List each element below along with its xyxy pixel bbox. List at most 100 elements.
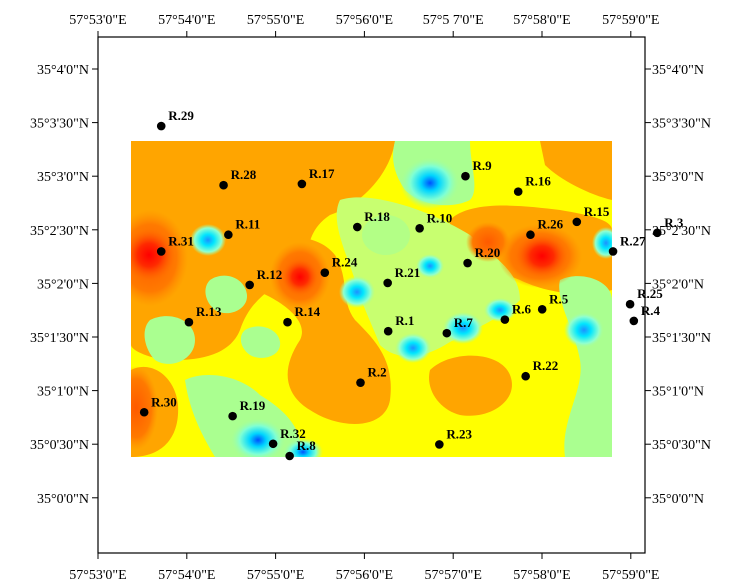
sample-point-label: R.11 bbox=[235, 217, 260, 232]
sample-point-marker bbox=[383, 278, 392, 288]
sample-point-marker bbox=[156, 247, 166, 256]
sample-point[interactable]: R.13 bbox=[184, 304, 222, 327]
sample-point-marker bbox=[526, 230, 535, 240]
sample-point[interactable]: R.31 bbox=[156, 233, 194, 256]
sample-point-label: R.8 bbox=[297, 438, 317, 453]
top-lon-label: 57°55'0"E bbox=[247, 13, 304, 28]
sample-point-marker bbox=[572, 217, 582, 227]
sample-points: R.1 R.2 R.3 R.4 R.5 R.6 R.7 R.8 R.9 R.10 R.11 R.12 R… bbox=[139, 108, 684, 461]
right-lat-label: 35°4'0"N bbox=[652, 63, 704, 78]
top-lon-label: 57°59'0"E bbox=[602, 13, 659, 28]
sample-point-label: R.3 bbox=[664, 215, 684, 230]
right-lat-label: 35°1'0"N bbox=[652, 385, 704, 400]
right-lat-label: 35°0'0"N bbox=[652, 492, 704, 507]
sample-point-label: R.2 bbox=[367, 365, 386, 380]
sample-point-marker bbox=[356, 378, 365, 387]
sample-point-marker bbox=[352, 222, 362, 232]
sample-point[interactable]: R.29 bbox=[156, 108, 194, 131]
sample-point-marker bbox=[652, 228, 662, 238]
sample-point[interactable]: R.6 bbox=[500, 302, 532, 324]
sample-point-label: R.4 bbox=[641, 303, 661, 318]
sample-point-marker bbox=[224, 230, 233, 240]
sample-point-marker bbox=[435, 440, 444, 449]
sample-point-marker bbox=[297, 179, 307, 189]
sample-point[interactable]: R.23 bbox=[435, 426, 472, 449]
sample-point-label: R.19 bbox=[240, 398, 266, 413]
sample-point-label: R.7 bbox=[454, 315, 474, 330]
sample-point[interactable]: R.14 bbox=[283, 304, 321, 327]
sample-point[interactable]: R.32 bbox=[268, 426, 306, 449]
sample-point[interactable]: R.16 bbox=[513, 174, 551, 196]
right-lat-label: 35°3'30"N bbox=[652, 117, 711, 132]
sample-point[interactable]: R.9 bbox=[461, 158, 492, 181]
sample-point-marker bbox=[463, 258, 472, 268]
left-lat-label: 35°1'30"N bbox=[30, 331, 89, 346]
sample-point-label: R.30 bbox=[151, 394, 177, 409]
sample-point[interactable]: R.30 bbox=[139, 394, 177, 417]
sample-point-marker bbox=[268, 439, 278, 449]
right-lat-label: 35°3'0"N bbox=[652, 170, 704, 185]
sample-point[interactable]: R.3 bbox=[652, 215, 684, 238]
bottom-lon-label: 57°54'0"E bbox=[158, 568, 215, 583]
sample-point-label: R.21 bbox=[395, 265, 421, 280]
sample-point[interactable]: R.18 bbox=[352, 209, 390, 232]
bottom-lon-label: 57°53'0"E bbox=[69, 568, 126, 583]
sample-point[interactable]: R.22 bbox=[521, 358, 559, 381]
top-lon-label: 57°5 7'0"E bbox=[423, 13, 484, 28]
sample-point[interactable]: R.12 bbox=[245, 267, 283, 290]
bottom-lon-label: 57°58'0"E bbox=[513, 568, 570, 583]
sample-point-label: R.18 bbox=[364, 209, 390, 224]
left-lat-label: 35°0'0"N bbox=[37, 492, 89, 507]
sample-point-label: R.9 bbox=[472, 158, 492, 173]
left-lat-label: 35°0'30"N bbox=[30, 438, 89, 453]
left-lat-label: 35°1'0"N bbox=[37, 385, 89, 400]
sample-point-marker bbox=[285, 451, 294, 461]
sample-point[interactable]: R.24 bbox=[320, 255, 358, 277]
sample-point[interactable]: R.26 bbox=[526, 217, 564, 240]
sample-point-label: R.29 bbox=[168, 108, 194, 123]
sample-point-label: R.17 bbox=[309, 166, 335, 181]
sample-point-label: R.12 bbox=[257, 267, 283, 282]
sample-point[interactable]: R.10 bbox=[415, 210, 453, 233]
sample-point[interactable]: R.4 bbox=[629, 303, 661, 326]
sample-point[interactable]: R.7 bbox=[442, 315, 474, 338]
sample-point[interactable]: R.2 bbox=[356, 365, 387, 387]
sample-point[interactable]: R.15 bbox=[572, 204, 610, 227]
sample-point[interactable]: R.1 bbox=[383, 313, 414, 336]
sample-point[interactable]: R.19 bbox=[228, 398, 266, 421]
left-lat-label: 35°2'0"N bbox=[37, 277, 89, 292]
sample-point-label: R.23 bbox=[446, 426, 472, 441]
sample-point[interactable]: R.20 bbox=[463, 245, 500, 268]
graticule-labels: 57°53'0"E 57°54'0"E 57°55'0"E 57°56'0"E 57°5… bbox=[30, 13, 711, 583]
left-lat-label: 35°3'30"N bbox=[30, 117, 89, 132]
graticule-ticks bbox=[92, 31, 651, 559]
sample-point[interactable]: R.25 bbox=[625, 286, 663, 309]
top-lon-label: 57°58'0"E bbox=[513, 13, 570, 28]
sample-point-marker bbox=[219, 180, 228, 190]
sample-point[interactable]: R.28 bbox=[219, 167, 257, 190]
sample-point[interactable]: R.17 bbox=[297, 166, 335, 189]
sample-point[interactable]: R.8 bbox=[285, 438, 317, 461]
sample-point-marker bbox=[228, 411, 237, 421]
sample-point-label: R.31 bbox=[168, 233, 194, 248]
sample-point-label: R.26 bbox=[537, 217, 563, 232]
sample-point-label: R.22 bbox=[533, 358, 559, 373]
left-lat-label: 35°3'0"N bbox=[37, 170, 89, 185]
sample-point-marker bbox=[461, 171, 470, 181]
top-lon-label: 57°54'0"E bbox=[158, 13, 215, 28]
sample-point-marker bbox=[442, 328, 452, 338]
sample-point-marker bbox=[513, 187, 523, 196]
sample-point[interactable]: R.11 bbox=[224, 217, 260, 240]
right-lat-label: 35°2'30"N bbox=[652, 224, 711, 239]
interpolation-raster bbox=[131, 141, 612, 457]
sample-point[interactable]: R.21 bbox=[383, 265, 421, 288]
sample-point-label: R.25 bbox=[637, 286, 663, 301]
left-lat-label: 35°2'30"N bbox=[30, 224, 89, 239]
sample-point-label: R.16 bbox=[525, 174, 551, 189]
sample-point-marker bbox=[415, 223, 424, 233]
sample-point[interactable]: R.5 bbox=[537, 291, 569, 314]
bottom-lon-label: 57°59'0"E bbox=[602, 568, 659, 583]
sample-point-label: R.10 bbox=[427, 210, 453, 225]
sample-point[interactable]: R.27 bbox=[608, 233, 646, 256]
right-lat-label: 35°1'30"N bbox=[652, 331, 711, 346]
